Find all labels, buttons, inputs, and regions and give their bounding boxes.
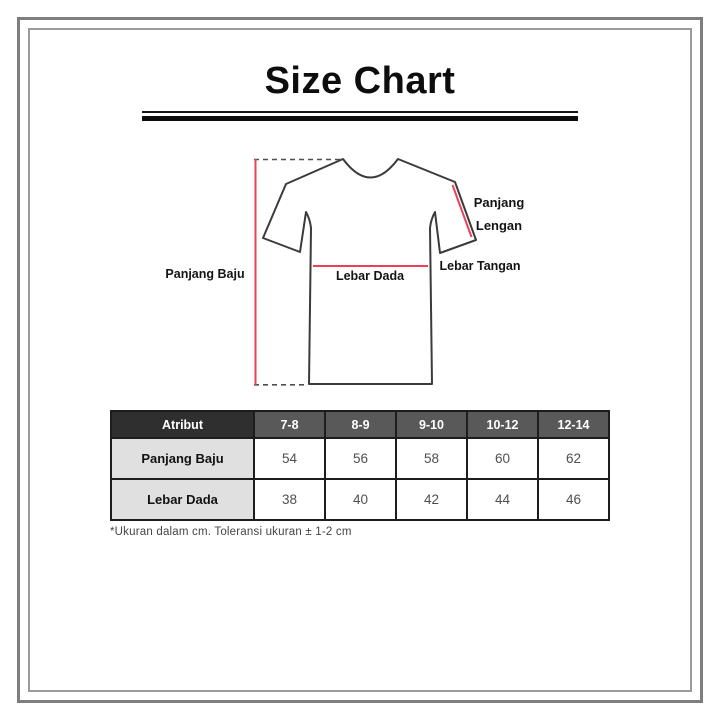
title-divider-thin-line — [142, 111, 578, 113]
size-table-header-8-9: 8-9 — [324, 410, 397, 439]
tshirt-outline — [262, 158, 477, 385]
label-lebar-tangan: Lebar Tangan — [439, 259, 521, 273]
value-cell: 46 — [537, 478, 610, 521]
size-table-header-10-12: 10-12 — [466, 410, 539, 439]
size-table-header-7-8: 7-8 — [253, 410, 326, 439]
value-cell: 62 — [537, 437, 610, 480]
inner-frame-border — [28, 28, 692, 692]
size-note: *Ukuran dalam cm. Toleransi ukuran ± 1-2… — [110, 526, 352, 538]
value-cell: 40 — [324, 478, 397, 521]
size-table: Atribut 7-8 8-9 9-10 10-12 12-14 Panjang… — [110, 410, 610, 521]
tshirt-measurement-diagram — [254, 158, 477, 386]
title-divider-thick-line — [142, 116, 578, 121]
label-panjang-lengan-line1: Panjang — [473, 195, 525, 210]
value-cell: 54 — [253, 437, 326, 480]
size-table-header-9-10: 9-10 — [395, 410, 468, 439]
table-row-panjang-baju: Panjang Baju 54 56 58 60 62 — [110, 437, 610, 480]
label-panjang-lengan-line2: Lengan — [475, 218, 523, 233]
title-divider — [142, 111, 578, 121]
row-label-lebar-dada: Lebar Dada — [110, 478, 255, 521]
size-table-header-row: Atribut 7-8 8-9 9-10 10-12 12-14 — [110, 410, 610, 439]
label-lebar-dada: Lebar Dada — [335, 269, 405, 283]
size-table-header-12-14: 12-14 — [537, 410, 610, 439]
label-panjang-lengan: Panjang Lengan — [434, 191, 564, 237]
row-label-panjang-baju: Panjang Baju — [110, 437, 255, 480]
size-table-header-atribut: Atribut — [110, 410, 255, 439]
page-title: Size Chart — [264, 60, 456, 102]
value-cell: 44 — [466, 478, 539, 521]
value-cell: 38 — [253, 478, 326, 521]
table-row-lebar-dada: Lebar Dada 38 40 42 44 46 — [110, 478, 610, 521]
value-cell: 42 — [395, 478, 468, 521]
outer-frame-border — [17, 17, 703, 703]
label-panjang-baju: Panjang Baju — [165, 267, 245, 281]
value-cell: 56 — [324, 437, 397, 480]
value-cell: 58 — [395, 437, 468, 480]
panjang-lengan-measure-line — [451, 184, 473, 238]
value-cell: 60 — [466, 437, 539, 480]
